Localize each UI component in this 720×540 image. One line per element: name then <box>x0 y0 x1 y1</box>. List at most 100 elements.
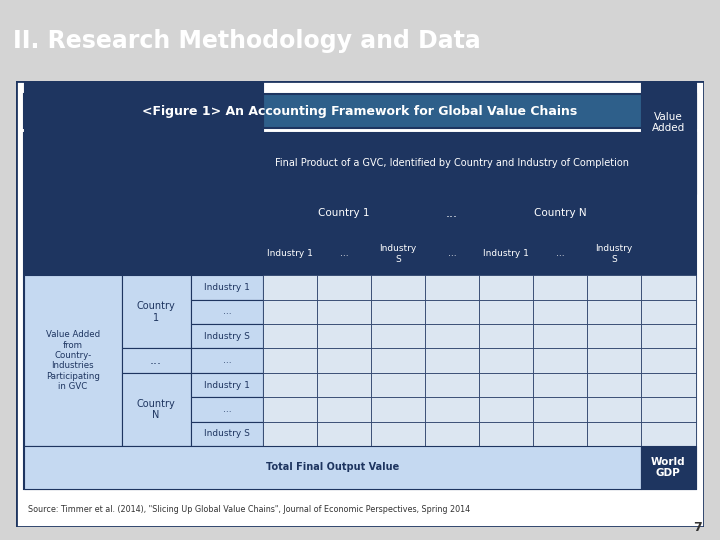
FancyBboxPatch shape <box>641 446 696 489</box>
Text: Country
1: Country 1 <box>137 301 176 323</box>
FancyBboxPatch shape <box>264 193 425 233</box>
FancyBboxPatch shape <box>587 275 641 300</box>
FancyBboxPatch shape <box>587 422 641 446</box>
FancyBboxPatch shape <box>479 348 533 373</box>
FancyBboxPatch shape <box>264 233 318 275</box>
FancyBboxPatch shape <box>191 324 264 348</box>
FancyBboxPatch shape <box>587 324 641 348</box>
Text: ...: ... <box>222 356 231 365</box>
Text: Industry
S: Industry S <box>595 244 632 264</box>
FancyBboxPatch shape <box>264 324 318 348</box>
FancyBboxPatch shape <box>587 233 641 275</box>
FancyBboxPatch shape <box>191 275 264 300</box>
FancyBboxPatch shape <box>533 275 587 300</box>
FancyBboxPatch shape <box>122 275 191 348</box>
FancyBboxPatch shape <box>371 300 425 324</box>
FancyBboxPatch shape <box>264 348 318 373</box>
FancyBboxPatch shape <box>425 324 479 348</box>
FancyBboxPatch shape <box>371 397 425 422</box>
FancyBboxPatch shape <box>191 397 264 422</box>
FancyBboxPatch shape <box>425 193 479 233</box>
FancyBboxPatch shape <box>425 397 479 422</box>
FancyBboxPatch shape <box>425 348 479 373</box>
FancyBboxPatch shape <box>533 233 587 275</box>
FancyBboxPatch shape <box>641 422 696 446</box>
FancyBboxPatch shape <box>264 397 318 422</box>
Text: Value
Added: Value Added <box>652 112 685 133</box>
FancyBboxPatch shape <box>371 348 425 373</box>
FancyBboxPatch shape <box>191 422 264 446</box>
FancyBboxPatch shape <box>479 233 533 275</box>
Text: Country
N: Country N <box>137 399 176 420</box>
FancyBboxPatch shape <box>318 275 371 300</box>
FancyBboxPatch shape <box>24 94 696 128</box>
FancyBboxPatch shape <box>533 348 587 373</box>
FancyBboxPatch shape <box>264 373 318 397</box>
FancyBboxPatch shape <box>479 324 533 348</box>
FancyBboxPatch shape <box>641 397 696 422</box>
FancyBboxPatch shape <box>264 300 318 324</box>
Text: Industry 1: Industry 1 <box>204 283 250 292</box>
FancyBboxPatch shape <box>318 422 371 446</box>
Text: ...: ... <box>150 354 162 367</box>
FancyBboxPatch shape <box>318 233 371 275</box>
FancyBboxPatch shape <box>641 51 696 193</box>
FancyBboxPatch shape <box>641 324 696 348</box>
Text: <Figure 1> An Accounting Framework for Global Value Chains: <Figure 1> An Accounting Framework for G… <box>143 105 577 118</box>
Text: Industry S: Industry S <box>204 332 250 341</box>
FancyBboxPatch shape <box>533 397 587 422</box>
Text: ...: ... <box>556 249 564 259</box>
FancyBboxPatch shape <box>479 275 533 300</box>
FancyBboxPatch shape <box>371 324 425 348</box>
FancyBboxPatch shape <box>318 373 371 397</box>
Text: ...: ... <box>222 307 231 316</box>
Text: II. Research Methodology and Data: II. Research Methodology and Data <box>13 29 481 53</box>
FancyBboxPatch shape <box>264 422 318 446</box>
FancyBboxPatch shape <box>641 300 696 324</box>
FancyBboxPatch shape <box>24 133 696 489</box>
FancyBboxPatch shape <box>479 193 641 233</box>
FancyBboxPatch shape <box>122 348 191 373</box>
Text: Industry 1: Industry 1 <box>204 381 250 389</box>
Text: Value Added
from
Country-
Industries
Participating
in GVC: Value Added from Country- Industries Par… <box>46 330 100 391</box>
FancyBboxPatch shape <box>318 324 371 348</box>
FancyBboxPatch shape <box>533 373 587 397</box>
FancyBboxPatch shape <box>533 324 587 348</box>
Text: Source: Timmer et al. (2014), "Slicing Up Global Value Chains", Journal of Econo: Source: Timmer et al. (2014), "Slicing U… <box>28 505 470 514</box>
Text: Industry 1: Industry 1 <box>267 249 313 259</box>
FancyBboxPatch shape <box>425 233 479 275</box>
Text: Industry 1: Industry 1 <box>483 249 529 259</box>
FancyBboxPatch shape <box>641 373 696 397</box>
FancyBboxPatch shape <box>425 300 479 324</box>
Text: Industry S: Industry S <box>204 429 250 438</box>
Text: Final Product of a GVC, Identified by Country and Industry of Completion: Final Product of a GVC, Identified by Co… <box>275 158 629 168</box>
FancyBboxPatch shape <box>641 348 696 373</box>
Text: Country N: Country N <box>534 208 586 218</box>
FancyBboxPatch shape <box>24 51 264 193</box>
FancyBboxPatch shape <box>533 300 587 324</box>
FancyBboxPatch shape <box>587 397 641 422</box>
FancyBboxPatch shape <box>264 133 641 193</box>
FancyBboxPatch shape <box>264 275 318 300</box>
FancyBboxPatch shape <box>533 422 587 446</box>
FancyBboxPatch shape <box>24 446 641 489</box>
FancyBboxPatch shape <box>16 81 704 526</box>
FancyBboxPatch shape <box>371 373 425 397</box>
Text: World
GDP: World GDP <box>651 456 685 478</box>
FancyBboxPatch shape <box>425 373 479 397</box>
FancyBboxPatch shape <box>479 422 533 446</box>
Text: ...: ... <box>340 249 348 259</box>
Text: 7: 7 <box>693 521 702 534</box>
FancyBboxPatch shape <box>587 373 641 397</box>
FancyBboxPatch shape <box>318 300 371 324</box>
FancyBboxPatch shape <box>371 422 425 446</box>
FancyBboxPatch shape <box>24 275 122 446</box>
FancyBboxPatch shape <box>371 275 425 300</box>
FancyBboxPatch shape <box>191 373 264 397</box>
FancyBboxPatch shape <box>641 275 696 300</box>
FancyBboxPatch shape <box>425 275 479 300</box>
FancyBboxPatch shape <box>318 397 371 422</box>
FancyBboxPatch shape <box>371 233 425 275</box>
FancyBboxPatch shape <box>425 422 479 446</box>
Text: ...: ... <box>446 207 458 220</box>
